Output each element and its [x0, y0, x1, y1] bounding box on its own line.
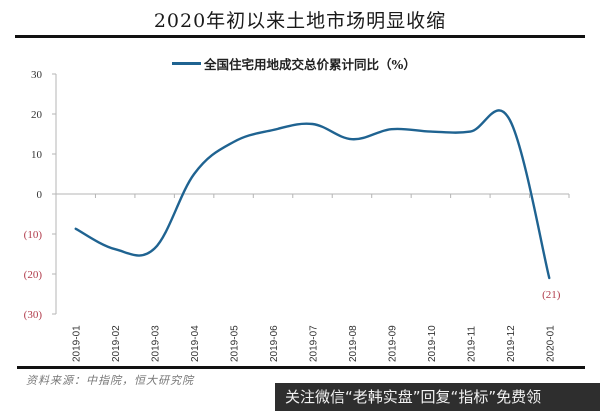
y-tick-label: (10) — [24, 229, 43, 241]
x-tick-label: 2019-09 — [387, 325, 398, 362]
x-tick-label: 2020-01 — [545, 325, 556, 362]
x-tick-label: 2019-08 — [348, 325, 359, 362]
watermark-banner: 关注微信“老韩实盘”回复“指标”免费领 — [275, 383, 600, 411]
x-tick-label: 2019-07 — [309, 325, 320, 362]
x-tick-label: 2019-04 — [190, 325, 201, 362]
x-tick-label: 2019-05 — [230, 325, 241, 362]
x-tick-label: 2019-02 — [111, 325, 122, 362]
legend: 全国住宅用地成交总价累计同比（%） — [172, 53, 416, 73]
y-tick-label: 30 — [31, 69, 43, 81]
x-tick-label: 2019-03 — [151, 325, 162, 362]
chart-title: 2020年初以来土地市场明显收缩 — [153, 10, 447, 32]
source-note: 资料来源：中指院，恒大研究院 — [26, 374, 194, 387]
x-axis-labels: 2019-01 2019-02 2019-03 2019-04 2019-05 2019-… — [72, 325, 557, 362]
title-divider — [15, 35, 585, 38]
x-tick-label: 2019-01 — [72, 325, 83, 362]
y-axis: 30 20 10 0 (10) (20) (30) — [24, 69, 57, 321]
legend-line-swatch — [172, 61, 201, 65]
y-tick-label: (20) — [24, 269, 43, 281]
x-tick-label: 2019-12 — [506, 325, 517, 362]
data-label-last-point: (21) — [542, 289, 561, 301]
x-axis — [56, 193, 570, 198]
x-tick-label: 2019-11 — [466, 326, 477, 362]
legend-label: 全国住宅用地成交总价累计同比（%） — [204, 56, 416, 72]
footer-divider — [17, 366, 585, 369]
y-tick-label: 10 — [31, 149, 43, 161]
y-tick-label: 0 — [37, 189, 43, 201]
x-tick-label: 2019-10 — [427, 325, 438, 362]
y-tick-label: 20 — [31, 109, 43, 121]
series-line — [74, 109, 551, 280]
y-tick-label: (30) — [24, 309, 43, 321]
x-tick-label: 2019-06 — [269, 325, 280, 362]
